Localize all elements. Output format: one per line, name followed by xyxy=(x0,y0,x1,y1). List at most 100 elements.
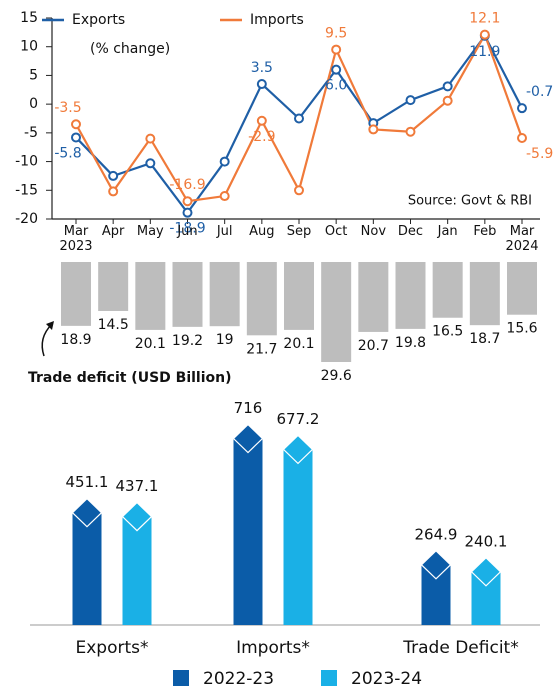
x-tick-label: Aug xyxy=(249,224,275,239)
x-tick-label: Exports* xyxy=(75,638,148,658)
point xyxy=(331,44,342,55)
data-label: 11.9 xyxy=(469,44,500,60)
point xyxy=(182,196,193,207)
data-label: 19.8 xyxy=(395,335,426,351)
x-tick-label: Sep xyxy=(286,224,312,239)
arrow-head xyxy=(46,321,54,330)
data-label: 6.0 xyxy=(325,78,347,94)
data-label: 677.2 xyxy=(277,410,320,428)
y-tick-label: 10 xyxy=(20,39,38,55)
data-label: 451.1 xyxy=(66,473,109,491)
data-label: 29.6 xyxy=(321,368,352,384)
bar xyxy=(209,262,240,327)
y-tick-label: 5 xyxy=(29,67,38,83)
point xyxy=(294,185,304,196)
point xyxy=(219,156,230,167)
data-label: 240.1 xyxy=(465,532,508,550)
data-label: 16.5 xyxy=(432,324,463,340)
bar xyxy=(432,262,463,318)
data-label: 437.1 xyxy=(116,477,159,495)
y-tick-label: -15 xyxy=(15,182,38,198)
bar xyxy=(61,262,91,326)
x-tick-label: Jul xyxy=(216,224,233,239)
data-label: 14.5 xyxy=(98,317,129,333)
x-tick-label: Jan xyxy=(437,224,458,239)
bar-cap xyxy=(121,501,153,532)
point xyxy=(71,119,81,130)
point xyxy=(108,186,119,197)
point xyxy=(108,170,119,181)
point xyxy=(479,29,490,40)
point xyxy=(145,133,156,144)
x-tick-label: Apr xyxy=(101,224,125,239)
data-label: -5.9 xyxy=(526,146,553,162)
bar-cap xyxy=(470,556,502,587)
annotation: Source: Govt & RBI xyxy=(408,194,532,209)
x-tick-label: May xyxy=(136,224,164,239)
data-label: -18.9 xyxy=(169,221,205,237)
point xyxy=(517,103,527,114)
bar xyxy=(358,262,389,332)
bar-cap xyxy=(71,497,103,528)
bar-cap xyxy=(232,423,264,454)
bar xyxy=(395,262,426,329)
point xyxy=(331,64,342,75)
data-label: -0.7 xyxy=(526,84,553,100)
data-label: 716 xyxy=(234,399,263,417)
y-tick-label: -20 xyxy=(15,211,38,227)
data-label: 19 xyxy=(216,332,234,348)
arrow xyxy=(41,323,53,357)
bar xyxy=(135,262,166,330)
point xyxy=(405,95,416,106)
x-tick-label: Trade Deficit* xyxy=(402,638,518,658)
bar xyxy=(72,512,102,625)
data-label: 20.1 xyxy=(135,336,166,352)
legend-label: 2022-23 xyxy=(203,669,274,689)
bar xyxy=(172,262,203,327)
chart-title: Trade deficit (USD Billion) xyxy=(28,370,232,386)
point xyxy=(145,158,156,169)
point xyxy=(182,207,193,218)
legend-label: Imports xyxy=(250,12,304,28)
data-label: 18.9 xyxy=(60,332,91,348)
data-label: -16.9 xyxy=(169,177,205,193)
x-tick-label: Nov xyxy=(360,224,387,239)
legend-swatch xyxy=(173,670,189,686)
point xyxy=(219,191,230,202)
data-label: 20.1 xyxy=(283,336,314,352)
bar xyxy=(321,262,352,362)
legend-label: Exports xyxy=(72,12,125,28)
legend-label: 2023-24 xyxy=(351,669,422,689)
subtitle: (% change) xyxy=(90,41,170,57)
data-label: 264.9 xyxy=(415,525,458,543)
x-tick-label: Dec xyxy=(397,224,424,239)
bar xyxy=(507,262,537,315)
data-label: 3.5 xyxy=(251,60,273,76)
x-tick-label: Jun xyxy=(177,224,198,239)
data-label: -3.5 xyxy=(54,100,81,116)
data-label: 12.1 xyxy=(469,11,500,27)
bar-cap xyxy=(420,549,452,580)
data-label: -5.8 xyxy=(54,145,81,161)
data-label: 9.5 xyxy=(325,26,347,42)
bar-cap xyxy=(282,434,314,465)
point xyxy=(256,115,267,126)
point xyxy=(256,79,267,90)
data-label: 15.6 xyxy=(506,321,537,337)
data-label: 18.7 xyxy=(469,331,500,347)
data-label: -2.9 xyxy=(248,129,275,145)
point xyxy=(368,124,379,135)
y-tick-label: 0 xyxy=(29,96,38,112)
point xyxy=(405,126,416,137)
bar xyxy=(469,262,500,326)
x-tick-label: Imports* xyxy=(236,638,310,658)
point xyxy=(71,132,81,143)
x-tick-label: Mar 2023 xyxy=(59,224,93,254)
point xyxy=(442,95,453,106)
y-tick-label: -10 xyxy=(15,154,38,170)
point xyxy=(442,81,453,92)
y-tick-label: 15 xyxy=(20,10,38,26)
legend-swatch xyxy=(321,670,337,686)
point xyxy=(294,113,304,124)
